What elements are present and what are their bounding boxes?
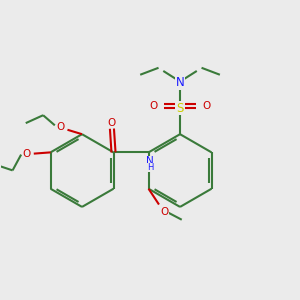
Text: O: O bbox=[150, 101, 158, 111]
Text: S: S bbox=[176, 102, 184, 115]
Text: O: O bbox=[160, 207, 169, 217]
Text: H: H bbox=[147, 163, 153, 172]
Text: O: O bbox=[108, 118, 116, 128]
Text: O: O bbox=[23, 149, 31, 159]
Text: N: N bbox=[146, 156, 154, 166]
Text: N: N bbox=[176, 76, 184, 89]
Text: O: O bbox=[56, 122, 64, 132]
Text: O: O bbox=[202, 101, 210, 111]
